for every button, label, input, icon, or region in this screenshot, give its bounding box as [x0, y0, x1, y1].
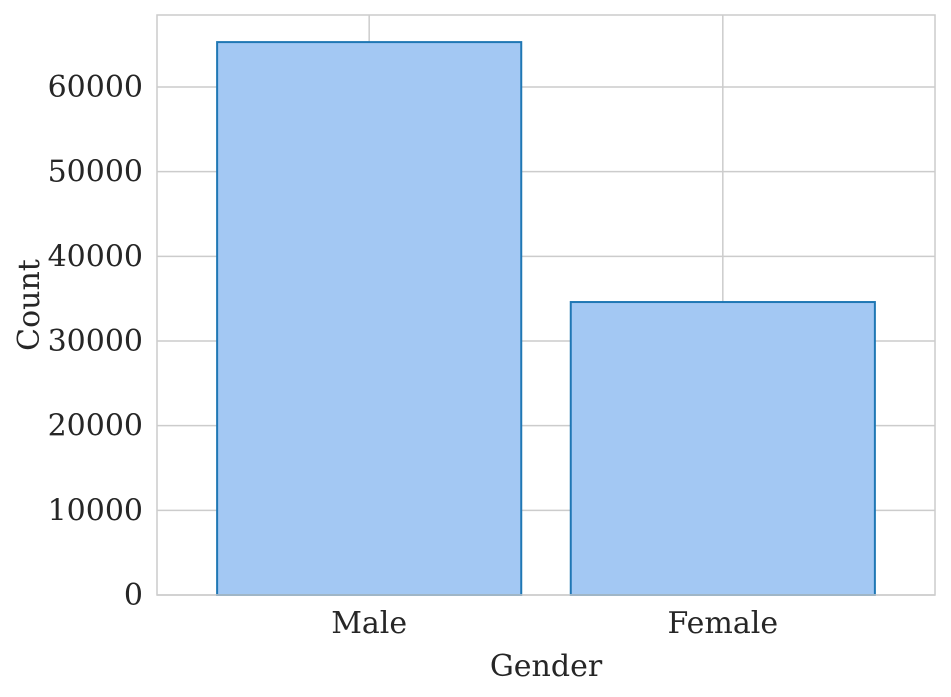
y-tick-label: 60000	[48, 70, 143, 105]
y-tick-label: 20000	[48, 409, 143, 444]
x-tick-label: Female	[668, 606, 779, 641]
y-tick-label: 30000	[48, 324, 143, 359]
y-axis-label: Count	[12, 259, 47, 351]
x-axis-label: Gender	[490, 649, 603, 684]
x-tick-label: Male	[331, 606, 407, 641]
axes-frame	[156, 14, 936, 596]
y-tick-label: 0	[124, 578, 143, 613]
x-tick-labels: Male Female	[331, 606, 778, 641]
y-tick-label: 50000	[48, 155, 143, 190]
bars	[216, 41, 876, 596]
y-tick-label: 10000	[48, 493, 143, 528]
bar-male	[216, 41, 523, 596]
bar-female	[569, 301, 876, 596]
y-tick-labels: 0 10000 20000 30000 40000 50000 60000	[48, 70, 143, 613]
y-tick-label: 40000	[48, 239, 143, 274]
